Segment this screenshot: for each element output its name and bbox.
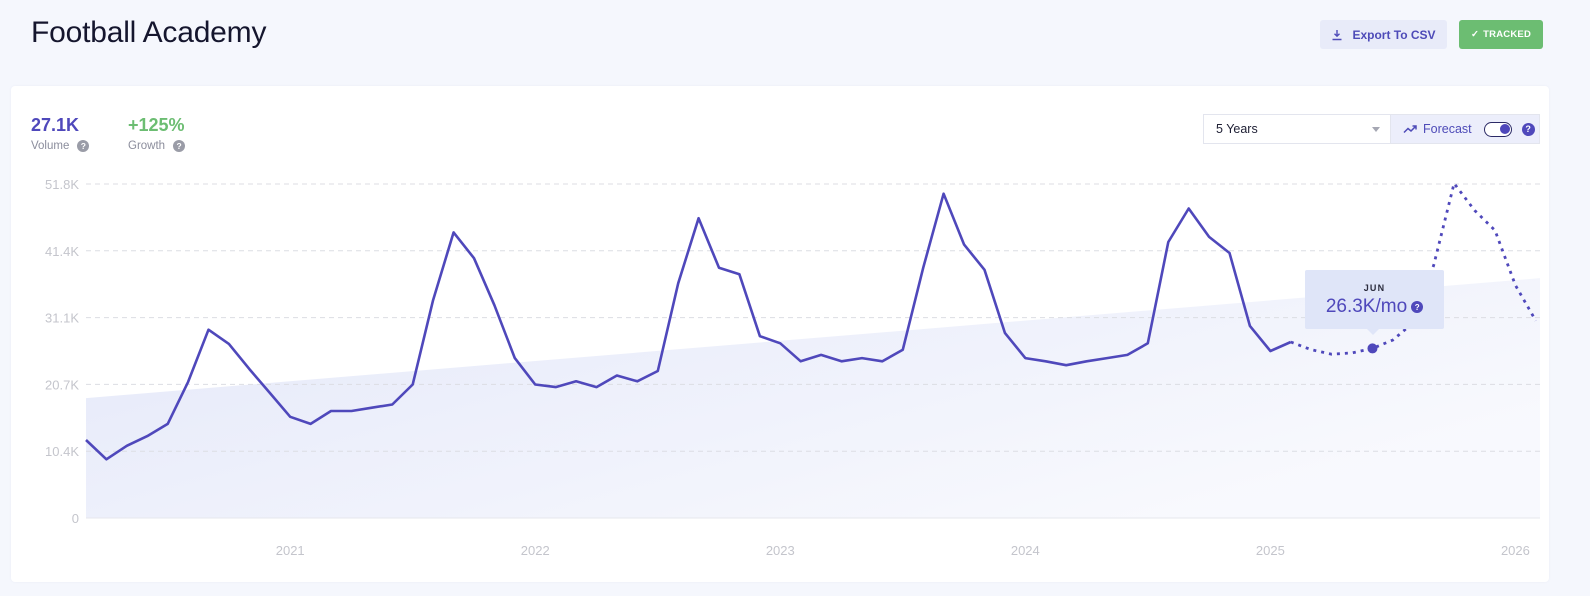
x-tick-label: 2021 [276, 543, 305, 558]
y-tick-label: 0 [72, 511, 79, 526]
tooltip-month: JUN [1363, 283, 1386, 293]
y-tick-label: 41.4K [45, 244, 79, 259]
page-title: Football Academy [31, 16, 267, 49]
growth-label: Growth [128, 140, 166, 152]
y-tick-label: 20.7K [45, 377, 79, 392]
volume-help-icon[interactable]: ? [77, 140, 90, 152]
highlight-point [1367, 343, 1378, 354]
x-tick-label: 2024 [1011, 543, 1040, 558]
toggle-knob [1499, 123, 1510, 134]
volume-metric: 27.1K Volume ? [31, 114, 90, 152]
volume-label: Volume [31, 140, 70, 152]
volume-value: 27.1K [31, 115, 80, 135]
tooltip-help-icon[interactable]: ? [1411, 301, 1424, 313]
x-tick-label: 2025 [1256, 543, 1285, 558]
trend-card: 0 10.4K 20.7K 31.1K 41.4K 51.8K 2021 2022 2023 20… [11, 86, 1549, 582]
y-tick-label: 51.8K [45, 177, 79, 192]
forecast-help-icon[interactable]: ? [1521, 122, 1535, 136]
chart-tooltip: JUN 26.3K/mo ? [1305, 270, 1444, 335]
y-tick-label: 10.4K [45, 444, 79, 459]
chevron-down-icon [1372, 126, 1380, 132]
volume-line [85, 192, 1292, 461]
tracked-label: TRACKED [1483, 29, 1531, 40]
tooltip-value: 26.3K/mo [1325, 296, 1408, 317]
forecast-label: Forecast [1423, 122, 1472, 136]
export-csv-button[interactable]: Export To CSV [1320, 20, 1447, 49]
check-icon: ✓ [1470, 29, 1480, 40]
forecast-toggle[interactable] [1483, 121, 1512, 137]
tracked-button[interactable]: ✓ TRACKED [1459, 20, 1543, 49]
growth-value: +125% [128, 115, 185, 135]
volume-chart[interactable]: 0 10.4K 20.7K 31.1K 41.4K 51.8K 2021 2022 2023 20… [11, 86, 1549, 582]
forecast-control: Forecast ? [1390, 114, 1540, 144]
growth-metric: +125% Growth ? [128, 114, 186, 152]
growth-help-icon[interactable]: ? [173, 140, 186, 152]
forecast-line [1290, 180, 1538, 356]
x-tick-label: 2022 [521, 543, 550, 558]
time-range-select[interactable]: 5 Years [1203, 114, 1390, 144]
y-tick-label: 31.1K [45, 311, 79, 326]
time-range-value: 5 Years [1216, 122, 1258, 136]
x-tick-label: 2023 [766, 543, 795, 558]
download-icon [1332, 29, 1342, 40]
trend-up-icon [1403, 125, 1417, 134]
x-tick-label: 2026 [1501, 543, 1530, 558]
export-csv-label: Export To CSV [1352, 27, 1436, 42]
trend-area [86, 278, 1540, 518]
